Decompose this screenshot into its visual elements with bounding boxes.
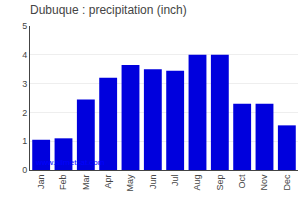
svg-text:Jun: Jun	[148, 175, 158, 190]
svg-text:Apr: Apr	[103, 175, 113, 189]
svg-text:1: 1	[22, 136, 27, 146]
svg-text:Aug: Aug	[192, 175, 202, 191]
svg-text:Sep: Sep	[215, 175, 225, 191]
svg-text:5: 5	[22, 21, 27, 31]
svg-text:Nov: Nov	[259, 174, 269, 191]
svg-text:2: 2	[22, 108, 27, 118]
svg-text:Feb: Feb	[58, 175, 68, 191]
svg-text:0: 0	[22, 165, 27, 175]
svg-text:Mar: Mar	[81, 175, 91, 191]
svg-text:3: 3	[22, 79, 27, 89]
svg-text:May: May	[125, 174, 135, 192]
svg-text:4: 4	[22, 50, 27, 60]
svg-text:Jul: Jul	[170, 175, 180, 187]
svg-text:Dubuque : precipitation (inch): Dubuque : precipitation (inch)	[30, 3, 187, 17]
svg-text:www.allmetsat.com: www.allmetsat.com	[35, 158, 105, 167]
svg-text:Oct: Oct	[237, 174, 247, 189]
svg-text:Jan: Jan	[36, 175, 46, 190]
svg-text:Dec: Dec	[282, 174, 292, 191]
